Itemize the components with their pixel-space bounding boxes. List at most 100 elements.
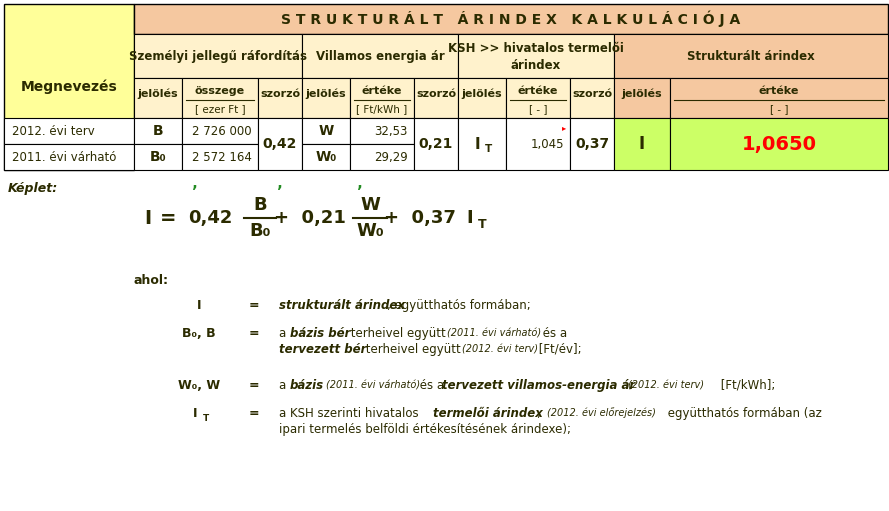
Text: bázis: bázis [290, 379, 324, 391]
Text: összege: összege [195, 86, 245, 96]
Text: tervezett bér: tervezett bér [279, 342, 366, 356]
Bar [458, 78, 506, 118]
Bar [350, 144, 414, 170]
Text: a KSH szerinti hivatalos: a KSH szerinti hivatalos [279, 406, 422, 420]
Text: ipari termelés belföldi értékesítésének árindexe);: ipari termelés belföldi értékesítésének … [279, 423, 571, 435]
Text: és a: és a [539, 327, 567, 339]
Bar [4, 4, 134, 170]
Text: árindex: árindex [511, 58, 561, 72]
Bar [414, 118, 458, 170]
Text: termelői árindex: termelői árindex [433, 406, 543, 420]
Text: W₀: W₀ [316, 150, 337, 164]
Bar [614, 118, 670, 170]
Text: (2012. évi terv): (2012. évi terv) [462, 344, 538, 354]
Bar [302, 78, 350, 118]
Bar [258, 78, 302, 118]
Text: terheivel együtt: terheivel együtt [362, 342, 464, 356]
Text: tervezett villamos-energia ár: tervezett villamos-energia ár [442, 379, 635, 391]
Text: S T R U K T U R Á L T   Á R I N D E X   K A L K U L Á C I Ó J A: S T R U K T U R Á L T Á R I N D E X K A … [282, 11, 741, 27]
Text: [ ezer Ft ]: [ ezer Ft ] [195, 104, 245, 114]
Text: W₀: W₀ [356, 222, 384, 240]
Text: B₀: B₀ [149, 150, 166, 164]
Text: a: a [279, 379, 290, 391]
Text: Strukturált árindex: Strukturált árindex [687, 50, 815, 62]
Bar [134, 144, 182, 170]
Text: értéke: értéke [517, 86, 558, 96]
Text: +  0,37: + 0,37 [384, 209, 456, 227]
Text: 0,42: 0,42 [263, 137, 297, 151]
Text: W: W [360, 196, 380, 214]
Text: =: = [249, 327, 260, 339]
Text: I: I [467, 209, 473, 227]
Text: 32,53: 32,53 [374, 125, 408, 137]
Text: és a: és a [416, 379, 448, 391]
Text: 1,045: 1,045 [531, 137, 564, 151]
Text: B₀, B: B₀, B [182, 327, 216, 339]
Text: értéke: értéke [362, 86, 402, 96]
Text: Képlet:: Képlet: [8, 181, 59, 195]
Text: I: I [196, 298, 201, 312]
Text: =: = [160, 208, 176, 227]
Text: ,: , [537, 406, 544, 420]
Text: W: W [318, 124, 333, 138]
Text: =: = [249, 379, 260, 391]
Text: strukturált árindex: strukturált árindex [279, 298, 405, 312]
Bar [670, 118, 888, 170]
Text: terheivel együtt: terheivel együtt [347, 327, 450, 339]
Bar [182, 144, 258, 170]
Text: 29,29: 29,29 [374, 151, 408, 164]
Bar [302, 118, 350, 144]
Text: 2011. évi várható: 2011. évi várható [12, 151, 116, 164]
Text: ▸: ▸ [562, 123, 566, 132]
Bar [614, 34, 888, 78]
Bar [570, 78, 614, 118]
Text: jelölés: jelölés [306, 89, 347, 99]
Text: T: T [478, 218, 486, 230]
Text: 1,0650: 1,0650 [741, 134, 816, 153]
Text: együtthatós formában (az: együtthatós formában (az [664, 406, 821, 420]
Text: szorzó: szorzó [572, 89, 612, 99]
Text: bázis bér: bázis bér [290, 327, 350, 339]
Bar [134, 118, 182, 144]
Bar [134, 4, 888, 34]
Text: szorzó: szorzó [260, 89, 300, 99]
Bar [570, 118, 614, 170]
Bar [182, 78, 258, 118]
Bar [350, 118, 414, 144]
Text: KSH >> hivatalos termelői: KSH >> hivatalos termelői [448, 41, 624, 55]
Text: [ - ]: [ - ] [770, 104, 789, 114]
Text: a: a [279, 327, 290, 339]
Text: ʼ: ʼ [357, 185, 363, 200]
Text: 0,42: 0,42 [188, 209, 232, 227]
Bar [506, 118, 570, 170]
Text: [Ft/év];: [Ft/év]; [535, 342, 581, 356]
Bar [134, 34, 302, 78]
Bar [182, 118, 258, 144]
Bar [350, 78, 414, 118]
Text: 0,21: 0,21 [419, 137, 453, 151]
Text: ahol:: ahol: [134, 273, 169, 287]
Text: =: = [249, 406, 260, 420]
Text: B₀: B₀ [249, 222, 271, 240]
Text: értéke: értéke [759, 86, 799, 96]
Text: (2011. évi várható): (2011. évi várható) [326, 380, 420, 390]
Text: szorzó: szorzó [416, 89, 456, 99]
Text: jelölés: jelölés [621, 89, 662, 99]
Text: B: B [253, 196, 267, 214]
Text: I: I [144, 208, 151, 227]
Text: [Ft/kWh];: [Ft/kWh]; [717, 379, 775, 391]
Bar [302, 144, 350, 170]
Text: B: B [153, 124, 164, 138]
Text: +  0,21: + 0,21 [274, 209, 346, 227]
Text: (2012. évi előrejelzés): (2012. évi előrejelzés) [547, 407, 656, 419]
Text: ʼ: ʼ [277, 185, 283, 200]
Text: =: = [249, 298, 260, 312]
Text: T: T [485, 144, 493, 154]
Bar [4, 144, 134, 170]
Text: W₀, W: W₀, W [178, 379, 220, 391]
Text: [ Ft/kWh ]: [ Ft/kWh ] [356, 104, 408, 114]
Bar [670, 78, 888, 118]
Text: 2012. évi terv: 2012. évi terv [12, 125, 95, 137]
Text: (2012. évi terv): (2012. évi terv) [628, 380, 704, 390]
Bar [258, 118, 302, 170]
